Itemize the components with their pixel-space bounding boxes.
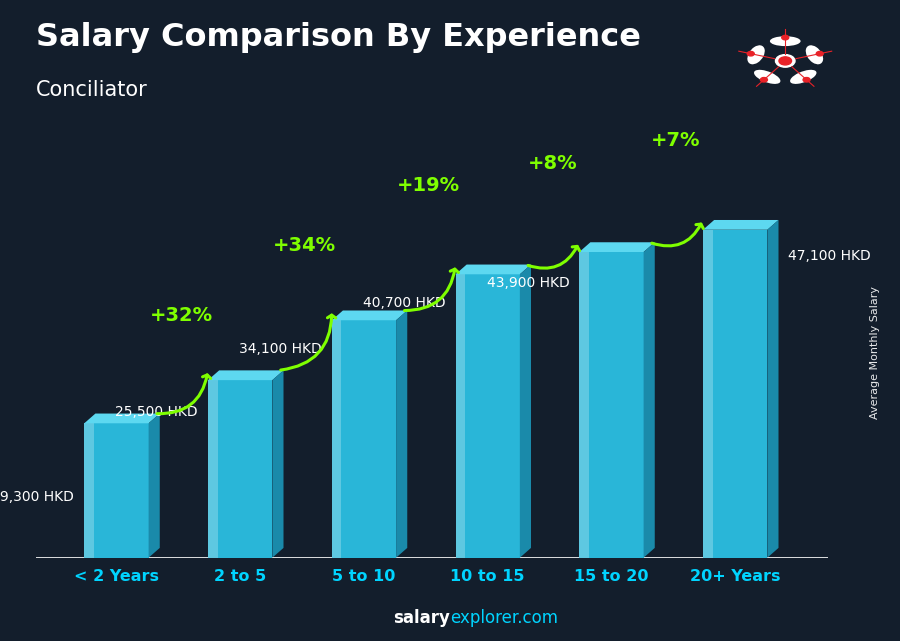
Text: +7%: +7% — [652, 131, 701, 151]
Bar — [455, 274, 465, 558]
Text: +19%: +19% — [397, 176, 460, 195]
Text: 34,100 HKD: 34,100 HKD — [239, 342, 322, 356]
Bar — [580, 252, 644, 558]
Bar — [580, 252, 589, 558]
Circle shape — [760, 78, 768, 82]
Polygon shape — [455, 265, 531, 274]
Text: 47,100 HKD: 47,100 HKD — [788, 249, 871, 263]
Polygon shape — [644, 242, 655, 558]
Polygon shape — [520, 265, 531, 558]
Circle shape — [779, 57, 791, 65]
Text: Conciliator: Conciliator — [36, 80, 148, 100]
Circle shape — [816, 51, 824, 56]
Ellipse shape — [747, 46, 765, 64]
Ellipse shape — [806, 46, 824, 64]
Text: explorer.com: explorer.com — [450, 609, 558, 627]
Circle shape — [803, 78, 810, 82]
Circle shape — [747, 51, 754, 56]
Polygon shape — [332, 310, 407, 320]
Text: Average Monthly Salary: Average Monthly Salary — [869, 286, 880, 419]
Text: 40,700 HKD: 40,700 HKD — [363, 296, 446, 310]
Polygon shape — [580, 242, 655, 252]
Bar — [332, 320, 341, 558]
Polygon shape — [148, 413, 160, 558]
Text: 25,500 HKD: 25,500 HKD — [115, 405, 198, 419]
Bar — [455, 274, 520, 558]
Bar — [332, 320, 396, 558]
Text: 43,900 HKD: 43,900 HKD — [487, 276, 570, 290]
Text: Salary Comparison By Experience: Salary Comparison By Experience — [36, 22, 641, 53]
Polygon shape — [85, 413, 160, 423]
Text: +8%: +8% — [527, 154, 577, 172]
Bar — [85, 423, 94, 558]
Circle shape — [776, 54, 795, 67]
Text: 19,300 HKD: 19,300 HKD — [0, 490, 75, 504]
Bar — [208, 380, 273, 558]
Polygon shape — [768, 220, 778, 558]
Polygon shape — [703, 220, 778, 229]
Polygon shape — [396, 310, 407, 558]
Polygon shape — [208, 370, 284, 380]
Ellipse shape — [790, 70, 816, 84]
Text: salary: salary — [393, 609, 450, 627]
Bar — [85, 423, 148, 558]
Text: +32%: +32% — [149, 306, 212, 325]
Bar — [208, 380, 218, 558]
Circle shape — [782, 35, 788, 40]
Ellipse shape — [770, 36, 801, 46]
Bar — [703, 229, 713, 558]
Bar — [703, 229, 768, 558]
Ellipse shape — [754, 70, 780, 84]
Text: +34%: +34% — [274, 236, 337, 254]
Polygon shape — [273, 370, 284, 558]
